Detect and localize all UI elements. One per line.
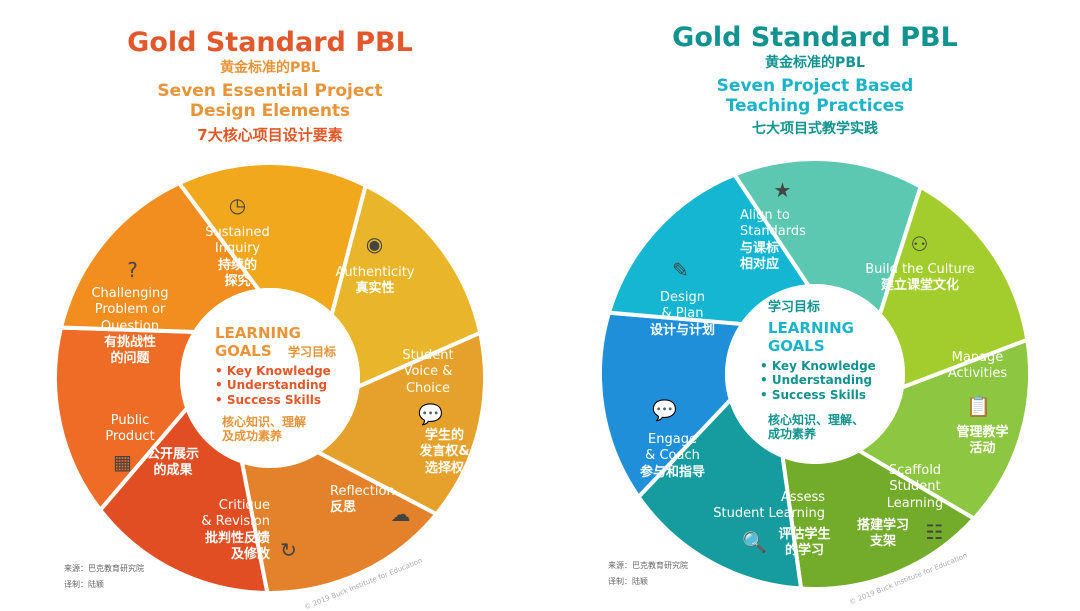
segment-public-product[interactable]: Public Product [95,413,165,446]
right-center-heading-zh: 学习目标 [768,300,821,315]
chat-icon: 💬 [652,398,677,422]
segment-manage-activities[interactable]: Manage Activities [940,350,1015,383]
label-zh: 真实性 [355,281,395,297]
label-zh: 设计与计划 [649,322,715,338]
label-zh: 管理教学 活动 [956,425,1009,457]
label-en: Challenging Problem or Question [91,286,169,334]
label-en: Engage & Coach [645,432,700,464]
segment-authenticity[interactable]: Authenticity 真实性 [320,265,430,298]
label-zh: 学生的 发言权& 选择权 [419,428,470,476]
label-en: Sustained Inquiry [205,225,270,257]
presentation-icon: ▦ [113,450,132,474]
left-center-heading: LEARNING GOALS [215,324,301,360]
label-en: Assess Student Learning [713,490,825,522]
label-zh: 有挑战性 的问题 [103,334,156,366]
right-center-items: • Key Knowledge • Understanding • Succes… [760,359,876,402]
segment-engage-coach[interactable]: Engage & Coach 参与和指导 [635,432,710,481]
label-zh: 参与和指导 [639,464,705,480]
people-icon: ⚇ [910,232,929,256]
segment-student-voice[interactable]: Student Voice & Choice [393,348,463,397]
segment-reflection[interactable]: Reflection 反思 [330,484,410,517]
left-wheel [53,161,487,596]
star-icon: ★ [773,178,792,202]
label-zh: 与课标 相对应 [740,240,780,272]
left-center-items: • Key Knowledge • Understanding • Succes… [215,364,331,407]
refresh-icon: ↻ [280,538,297,562]
segment-challenging-problem[interactable]: Challenging Problem or Question 有挑战性 的问题 [80,286,180,367]
left-title-zh: 黄金标准的PBL [220,60,320,76]
right-title: Gold Standard PBL [672,22,958,53]
label-zh: 公开展示 的成果 [146,447,199,479]
question-icon: ? [127,258,138,282]
center-hole [180,288,360,468]
right-source: 来源：巴克教育研究院 译制：陆颖 [608,561,688,586]
label-zh: 持续的 探究 [217,257,257,289]
segment-align-standards[interactable]: Align to Standards 与课标 相对应 [740,208,830,273]
right-center-heading: LEARNING GOALS [768,319,854,355]
segment-build-culture[interactable]: Build the Culture 建立课堂文化 [855,262,985,295]
magnifier-icon: 🔍 [742,530,767,554]
segment-critique-revision[interactable]: Critique & Revision 批判性反馈 及修改 [140,498,270,563]
fingerprint-icon: ◉ [365,232,384,256]
label-en: Scaffold Student Learning [886,463,944,511]
segment-assess-learning[interactable]: Assess Student Learning [695,490,825,523]
right-subtitle-zh: 七大项目式教学实践 [752,121,878,137]
left-center-items-zh: 核心知识、理解 及成功素养 [222,415,307,444]
right-wheel [598,157,1032,591]
left-subtitle-zh: 7大核心项目设计要素 [197,126,343,144]
right-subtitle: Seven Project Based Teaching Practices [716,76,914,117]
left-center-heading-zh: 学习目标 [288,345,337,359]
label-zh: 搭建学习 支架 [856,518,909,550]
clipboard-icon: 📋 [966,394,991,418]
segment-design-plan[interactable]: Design & Plan 设计与计划 [645,290,720,339]
segment-scaffold-learning[interactable]: Scaffold Student Learning [875,463,955,512]
label-en: Critique & Revision [201,498,270,530]
label-zh: 评估学生 的学习 [778,527,831,559]
pencil-ruler-icon: ✎ [672,258,689,282]
label-zh: 反思 [330,500,357,516]
label-en: Authenticity [335,265,415,280]
label-en: Reflection [330,484,395,499]
label-en: Design & Plan [660,290,705,322]
center-hole [725,284,905,464]
head-cloud-icon: ☁ [390,502,411,526]
left-source: 来源：巴克教育研究院 译制：陆颖 [64,564,144,589]
right-center-items-zh: 核心知识、理解、 成功素养 [768,413,865,442]
ladder-icon: ☷ [925,520,944,544]
label-zh: 建立课堂文化 [880,278,959,294]
right-title-zh: 黄金标准的PBL [765,55,865,71]
label-en: Public Product [105,413,155,445]
left-subtitle: Seven Essential Project Design Elements [157,81,383,122]
clock-icon: ◷ [228,193,247,217]
segment-sustained-inquiry[interactable]: Sustained Inquiry 持续的 探究 [195,225,280,290]
label-zh: 批判性反馈 及修改 [204,530,270,562]
label-en: Build the Culture [865,262,975,277]
speech-bubble-icon: 💬 [418,402,443,426]
left-title: Gold Standard PBL [127,27,413,58]
label-en: Manage Activities [947,350,1008,382]
label-en: Student Voice & Choice [402,348,454,396]
label-en: Align to Standards [740,208,806,240]
